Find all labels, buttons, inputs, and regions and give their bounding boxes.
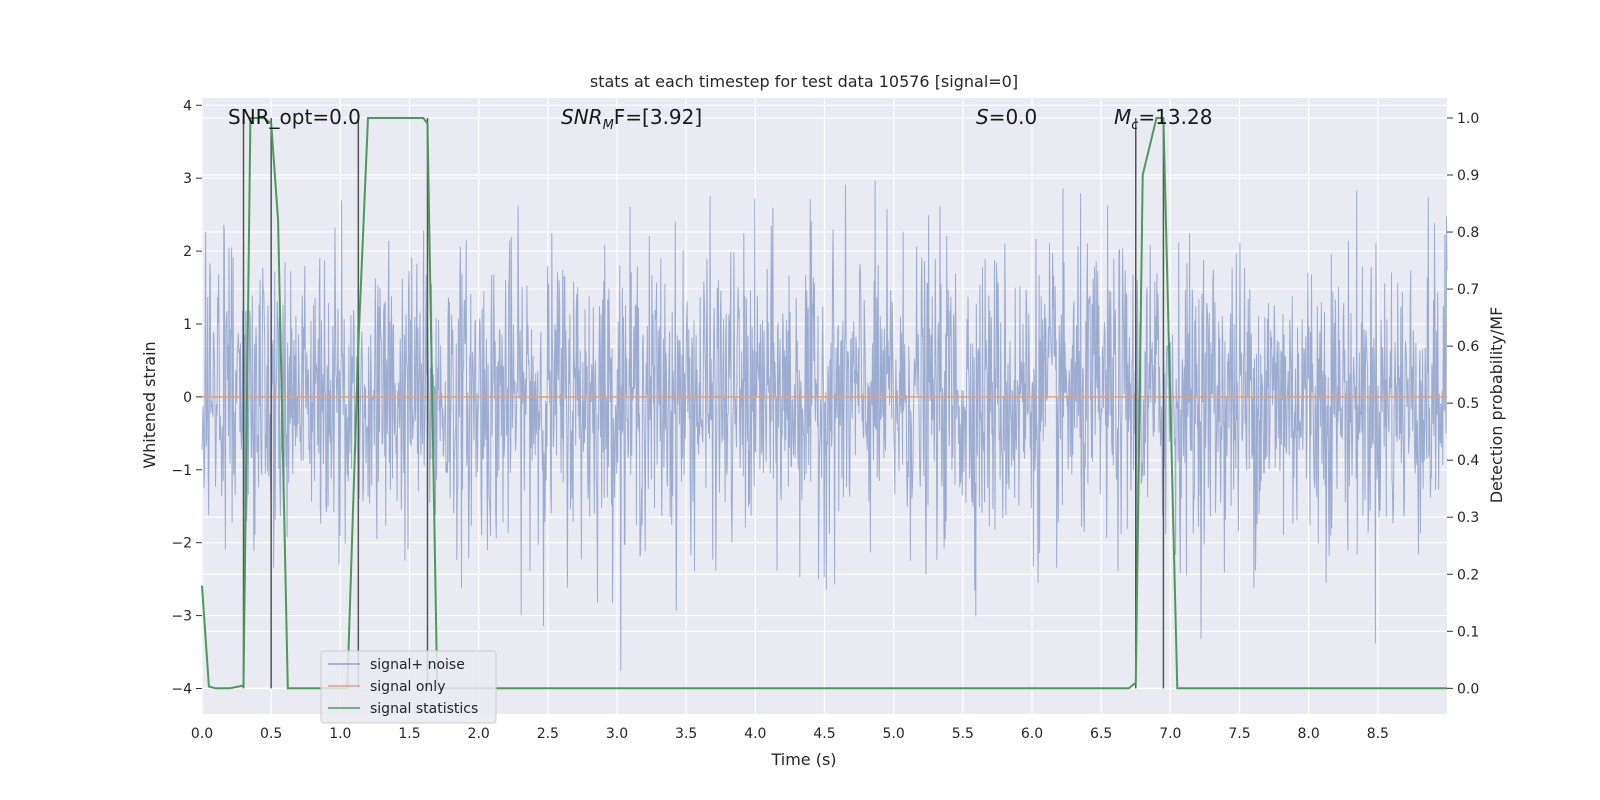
x-tick-label: 4.5 xyxy=(813,726,835,742)
y-right-tick-label: 0.5 xyxy=(1457,396,1479,412)
chart-title: stats at each timestep for test data 105… xyxy=(590,72,1018,91)
x-tick-label: 8.5 xyxy=(1367,726,1389,742)
x-tick-label: 5.0 xyxy=(883,726,905,742)
legend-box xyxy=(320,650,497,724)
x-tick-label: 5.5 xyxy=(952,726,974,742)
y-tick-label: −1 xyxy=(171,463,192,479)
annotation-mc-symbol: M xyxy=(1114,105,1131,129)
signal-statistics-line xyxy=(201,117,1447,690)
vertical-markers xyxy=(242,117,1165,689)
y-axis-label: Whitened strain xyxy=(140,341,159,468)
x-tick-label: 6.0 xyxy=(1021,726,1043,742)
y-tick-label: 1 xyxy=(183,317,192,333)
x-tick-label: 0.5 xyxy=(260,726,282,742)
y-axis-right-ticks: 1.0 0.9 0.8 0.7 0.6 0.5 0.4 0.3 0.2 0.1 0.0 xyxy=(1447,111,1479,697)
annotation-s-symbol: S xyxy=(976,105,989,129)
x-tick-label: 7.5 xyxy=(1228,726,1250,742)
x-tick-label: 6.5 xyxy=(1090,726,1112,742)
annotation-mc-subscript: c xyxy=(1131,118,1138,133)
annotation-snr-mf-value: F=[3.92] xyxy=(614,105,702,129)
x-axis-ticks: 0.0 0.5 1.0 1.5 2.0 2.5 3.0 3.5 4.0 4.5 5.0 5.5 6.0 6… xyxy=(191,726,1389,742)
y-right-tick-label: 0.2 xyxy=(1457,567,1479,583)
y-tick-label: −2 xyxy=(171,536,192,552)
y-right-tick-label: 0.7 xyxy=(1457,282,1479,298)
annotation-snr-mf: SNRMF=[3.92] xyxy=(561,105,702,133)
signal-noise-line xyxy=(201,180,1448,671)
legend-label-signal-statistics: signal statistics xyxy=(370,701,478,717)
x-tick-label: 4.0 xyxy=(744,726,766,742)
x-tick-label: 1.5 xyxy=(398,726,420,742)
x-axis-label: Time (s) xyxy=(770,750,836,769)
annotation-s-value: =0.0 xyxy=(989,105,1038,129)
y-right-tick-label: 0.0 xyxy=(1457,681,1479,697)
x-tick-label: 2.0 xyxy=(468,726,490,742)
y-right-tick-label: 0.4 xyxy=(1457,453,1479,469)
x-tick-label: 1.0 xyxy=(329,726,351,742)
y-tick-label: 4 xyxy=(183,98,192,114)
x-tick-label: 3.0 xyxy=(606,726,628,742)
y-right-tick-label: 0.8 xyxy=(1457,225,1479,241)
series-signal-noise xyxy=(201,180,1448,671)
annotation-s: S=0.0 xyxy=(976,105,1037,129)
x-tick-label: 0.0 xyxy=(191,726,213,742)
x-tick-label: 3.5 xyxy=(675,726,697,742)
y-right-tick-label: 0.3 xyxy=(1457,510,1479,526)
y-right-tick-label: 0.9 xyxy=(1457,168,1479,184)
legend-label-signal-noise: signal+ noise xyxy=(370,657,465,673)
annotation-snr-mf-symbol: SNR xyxy=(561,105,603,129)
y-right-tick-label: 0.1 xyxy=(1457,624,1479,640)
y-axis-ticks: 4 3 2 1 0 −1 −2 −3 −4 xyxy=(171,98,202,697)
y-tick-label: 3 xyxy=(183,171,192,187)
legend: signal+ noise signal only signal statist… xyxy=(320,650,497,724)
y-axis-right-label: Detection probability/MF xyxy=(1487,307,1506,504)
annotation-mc-value: =13.28 xyxy=(1138,105,1212,129)
y-tick-label: −4 xyxy=(171,681,192,697)
y-right-tick-label: 1.0 xyxy=(1457,111,1479,127)
y-right-tick-label: 0.6 xyxy=(1457,339,1479,355)
y-tick-label: −3 xyxy=(171,609,192,625)
annotation-snr-opt: SNR_opt=0.0 xyxy=(228,105,361,129)
series-signal-statistics xyxy=(201,117,1447,690)
annotation-mc: Mc=13.28 xyxy=(1114,105,1212,133)
legend-label-signal-only: signal only xyxy=(370,679,445,695)
annotation-snr-mf-subscript: M xyxy=(603,118,614,133)
y-tick-label: 0 xyxy=(183,390,192,406)
y-tick-label: 2 xyxy=(183,244,192,260)
x-tick-label: 7.0 xyxy=(1159,726,1181,742)
x-tick-label: 8.0 xyxy=(1298,726,1320,742)
x-tick-label: 2.5 xyxy=(537,726,559,742)
